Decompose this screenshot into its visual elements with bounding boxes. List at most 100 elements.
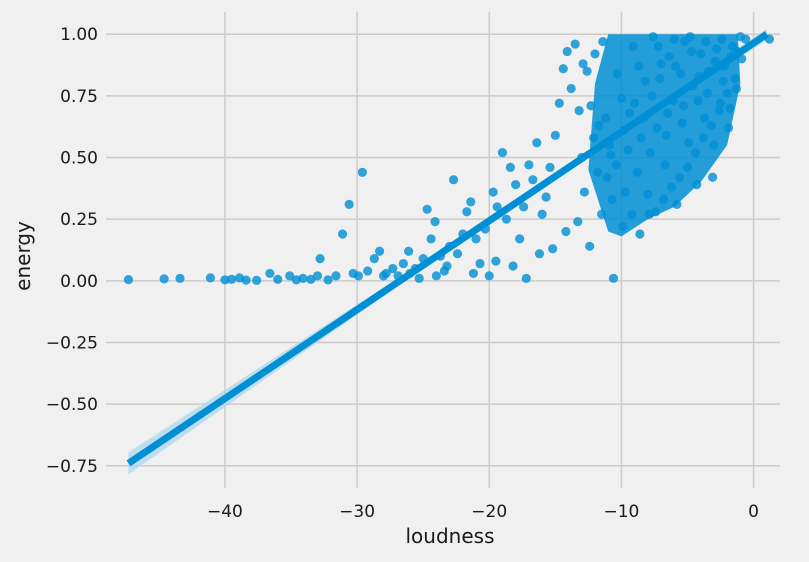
scatter-point xyxy=(323,275,333,285)
x-tick-label: −30 xyxy=(339,502,375,522)
x-tick-label: −20 xyxy=(471,502,507,522)
scatter-point xyxy=(582,66,592,76)
y-tick-label: 1.00 xyxy=(60,25,98,45)
scatter-point xyxy=(708,172,718,182)
y-axis-label: energy xyxy=(11,221,35,291)
scatter-point xyxy=(431,271,441,281)
scatter-point xyxy=(466,197,476,207)
scatter-point xyxy=(265,268,275,279)
regression-line-layer xyxy=(126,31,769,467)
scatter-point xyxy=(558,64,568,74)
scatter-point xyxy=(497,147,508,158)
y-tick-label: 0.75 xyxy=(60,87,98,107)
scatter-point xyxy=(561,226,571,237)
scatter-point xyxy=(550,130,560,140)
scatter-point xyxy=(491,256,501,266)
scatter-point xyxy=(422,204,432,214)
y-tick-label: 0.25 xyxy=(60,210,98,230)
scatter-point xyxy=(545,162,555,172)
scatter-point xyxy=(519,202,529,212)
scatter-point xyxy=(252,275,262,285)
scatter-point xyxy=(357,167,367,177)
scatter-point xyxy=(528,175,538,185)
dense-point-cluster xyxy=(588,34,741,237)
scatter-point xyxy=(515,234,525,244)
scatter-point xyxy=(635,229,645,239)
scatter-point xyxy=(344,199,354,209)
scatter-point xyxy=(541,192,551,202)
scatter-point xyxy=(570,39,580,49)
scatter-point xyxy=(578,59,588,69)
scatter-point xyxy=(123,274,134,285)
scatter-point xyxy=(426,234,436,244)
scatter-point xyxy=(562,46,572,57)
scatter-point xyxy=(484,271,494,281)
scatter-point xyxy=(585,241,595,251)
scatter-point xyxy=(468,268,478,279)
scatter-point xyxy=(404,246,414,256)
scatter-point xyxy=(369,254,379,264)
scatter-point xyxy=(521,273,531,283)
scatter-point xyxy=(298,273,308,283)
scatter-point xyxy=(353,271,364,281)
scatter-point xyxy=(598,36,608,47)
scatter-point xyxy=(608,273,619,283)
scatter-point xyxy=(312,271,323,281)
scatter-point xyxy=(430,217,440,227)
y-tick-label: −0.50 xyxy=(46,395,98,415)
scatter-point xyxy=(511,180,521,190)
scatter-point xyxy=(448,175,459,185)
x-tick-label: 0 xyxy=(748,502,759,522)
scatter-point xyxy=(488,187,498,197)
scatter-point xyxy=(363,266,373,276)
scatter-point xyxy=(524,160,534,170)
scatter-point xyxy=(492,202,502,212)
scatter-point xyxy=(414,273,424,283)
scatter-point xyxy=(566,83,576,94)
scatter-point xyxy=(285,271,295,281)
regression-line xyxy=(126,31,769,467)
scatter-point xyxy=(226,274,237,284)
scatter-point xyxy=(574,106,584,116)
scatter-point xyxy=(175,273,185,283)
scatter-point xyxy=(220,275,230,285)
scatter-point xyxy=(442,261,452,271)
scatter-point xyxy=(273,274,283,284)
scatter-point xyxy=(548,244,558,254)
scatter-point xyxy=(205,273,216,283)
scatter-point xyxy=(337,229,348,239)
scatter-point xyxy=(374,246,385,256)
scatter-point xyxy=(505,162,515,172)
y-tick-label: 0.50 xyxy=(60,149,98,169)
scatter-point xyxy=(579,187,590,197)
scatter-point xyxy=(537,209,547,219)
scatter-point xyxy=(501,214,512,224)
scatter-point xyxy=(159,274,169,284)
scatter-point xyxy=(462,207,472,217)
scatter-point xyxy=(452,249,463,259)
scatter-point xyxy=(534,249,545,259)
scatter-point xyxy=(378,271,389,281)
scatter-point xyxy=(388,263,398,274)
x-tick-label: −40 xyxy=(207,502,243,522)
scatter-point xyxy=(508,261,518,271)
scatter-point xyxy=(475,258,485,269)
scatter-point xyxy=(741,34,751,44)
y-tick-label: 0.00 xyxy=(60,272,98,292)
tick-labels: −40 −30 −20 −10 0 −0.75 −0.50 −0.25 0.00 0.25 0.50… xyxy=(46,25,759,522)
scatter-point xyxy=(532,138,542,148)
scatter-point xyxy=(398,258,408,269)
y-tick-label: −0.25 xyxy=(46,333,98,353)
scatter-point xyxy=(315,254,325,264)
y-tick-label: −0.75 xyxy=(46,457,98,477)
x-tick-label: −10 xyxy=(603,502,639,522)
scatter-point xyxy=(554,98,564,108)
scatter-point xyxy=(331,271,341,281)
x-axis-label: loudness xyxy=(406,524,495,548)
scatter-point xyxy=(573,217,583,227)
scatter-point xyxy=(471,234,481,244)
scatter-point xyxy=(241,275,251,285)
scatter-point xyxy=(590,49,600,59)
